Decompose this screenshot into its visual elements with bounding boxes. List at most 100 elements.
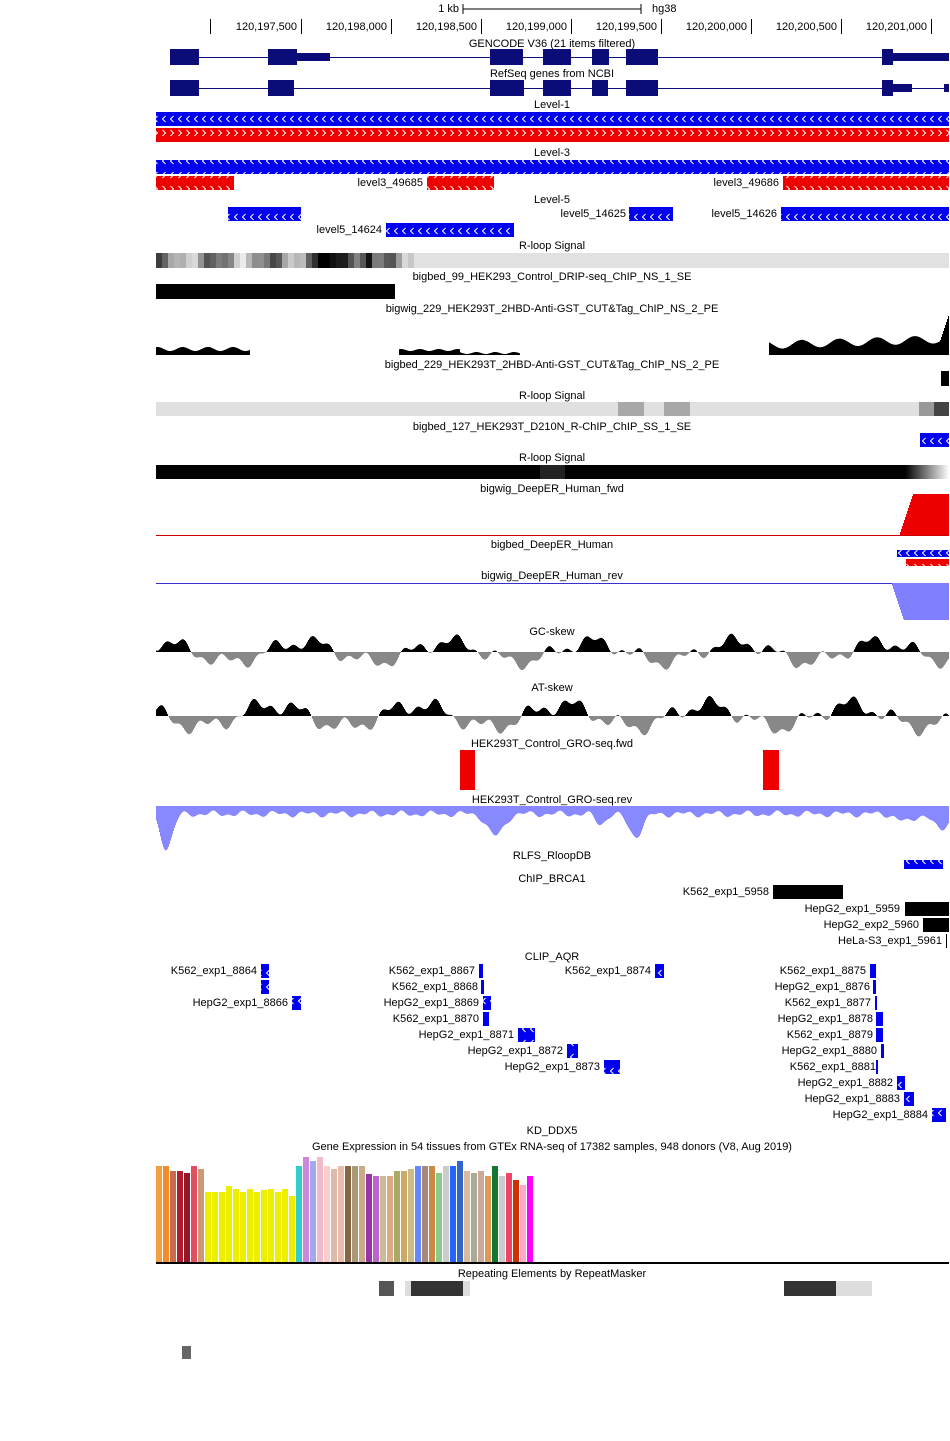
strand-arrows [228,207,301,221]
signal-cell [684,253,690,268]
expression-bar [170,1171,176,1262]
feature-label: K562_exp1_8881 [790,1061,876,1073]
signal-cell [198,253,204,268]
signal-cell [390,253,396,268]
signal-cell [306,253,312,268]
signal-cell [156,253,162,268]
strand-arrows [567,1044,578,1058]
signal-cell [336,253,342,268]
signal-cell [234,253,240,268]
expression-bar [317,1157,323,1262]
signal-cell [822,253,828,268]
feature-label: HepG2_exp1_8882 [798,1077,893,1089]
signal-cell [798,253,804,268]
signal-cell [876,253,882,268]
expression-bar [492,1166,498,1262]
feature [156,284,395,299]
exon [893,84,912,92]
small-marker [182,1346,191,1359]
exon [626,80,658,96]
signal-cell [546,253,552,268]
expression-bar [303,1157,309,1262]
signal-cell [240,253,246,268]
expression-bar [352,1166,358,1262]
track-title: RefSeq genes from NCBI [490,68,614,80]
signal-cell [738,253,744,268]
feature-label: level3_49686 [714,177,779,189]
expression-bar [156,1166,162,1262]
signal-cell [360,253,366,268]
expression-bar [527,1176,533,1262]
track-title: KD_DDX5 [527,1125,578,1137]
exon [882,80,893,96]
track-title: R-loop Signal [519,390,585,402]
strand-arrows [483,996,491,1010]
ruler-position: 120,198,000 [326,21,387,33]
scale-label: 1 kb [438,3,459,15]
strand-arrows [906,556,949,569]
signal-cell [948,253,949,268]
feature-label: level5_14625 [561,208,626,220]
signal-cell [690,253,696,268]
signal-cell [432,253,438,268]
expression-bar [240,1192,246,1262]
expression-bar [373,1176,379,1262]
expression-bar [478,1171,484,1262]
signal-cell [672,253,678,268]
signal-cell [456,253,462,268]
signal-cell [768,253,774,268]
exon [882,49,893,65]
signal-cell [204,253,210,268]
signal-cell [708,253,714,268]
signal-cell [252,253,258,268]
signal-cell [552,253,558,268]
feature [481,980,484,994]
expression-bar [394,1171,400,1262]
signal-cell [492,253,498,268]
expression-bar [415,1166,421,1262]
feature [870,964,876,978]
track-title: bigwig_DeepER_Human_rev [481,570,623,582]
signal-cell [804,253,810,268]
signal-cell [912,253,918,268]
exon [268,49,297,65]
feature-label: K562_exp1_8875 [780,965,866,977]
expression-bar [457,1161,463,1262]
signal-cell [156,465,905,479]
expression-bar [506,1173,512,1262]
ruler-position: 120,198,500 [416,21,477,33]
exon [170,80,199,96]
exon [626,49,658,65]
signal-cell [918,253,924,268]
signal-cell [810,253,816,268]
signal-cell [870,253,876,268]
signal-cell [942,253,948,268]
strand-arrows [920,433,949,447]
expression-bar [471,1173,477,1262]
track-title: bigwig_229_HEK293T_2HBD-Anti-GST_CUT&Tag… [386,303,719,315]
strand-arrows [655,964,664,978]
repeat [411,1281,463,1296]
ruler-position: 120,199,500 [596,21,657,33]
feature-label: HepG2_exp1_8884 [833,1109,928,1121]
expression-bar [282,1189,288,1262]
track-title: Gene Expression in 54 tissues from GTEx … [312,1141,792,1153]
strand-arrows [261,980,269,994]
feature-label: HepG2_exp1_8883 [805,1093,900,1105]
signal [156,316,949,355]
signal-cell [936,253,942,268]
signal-cell [864,253,870,268]
expression-bar [219,1192,225,1262]
strand-arrows [156,128,949,142]
expression-bar [163,1166,169,1262]
expression-bar [177,1171,183,1262]
expression-bar [296,1166,302,1262]
strand-arrows [932,1108,946,1122]
signal-cell [396,253,402,268]
signal-cell [156,402,949,416]
expression-bar [422,1166,428,1262]
signal-cell [450,253,456,268]
signal-cell [840,253,846,268]
signal-cell [905,465,949,479]
signal-cell [426,253,432,268]
